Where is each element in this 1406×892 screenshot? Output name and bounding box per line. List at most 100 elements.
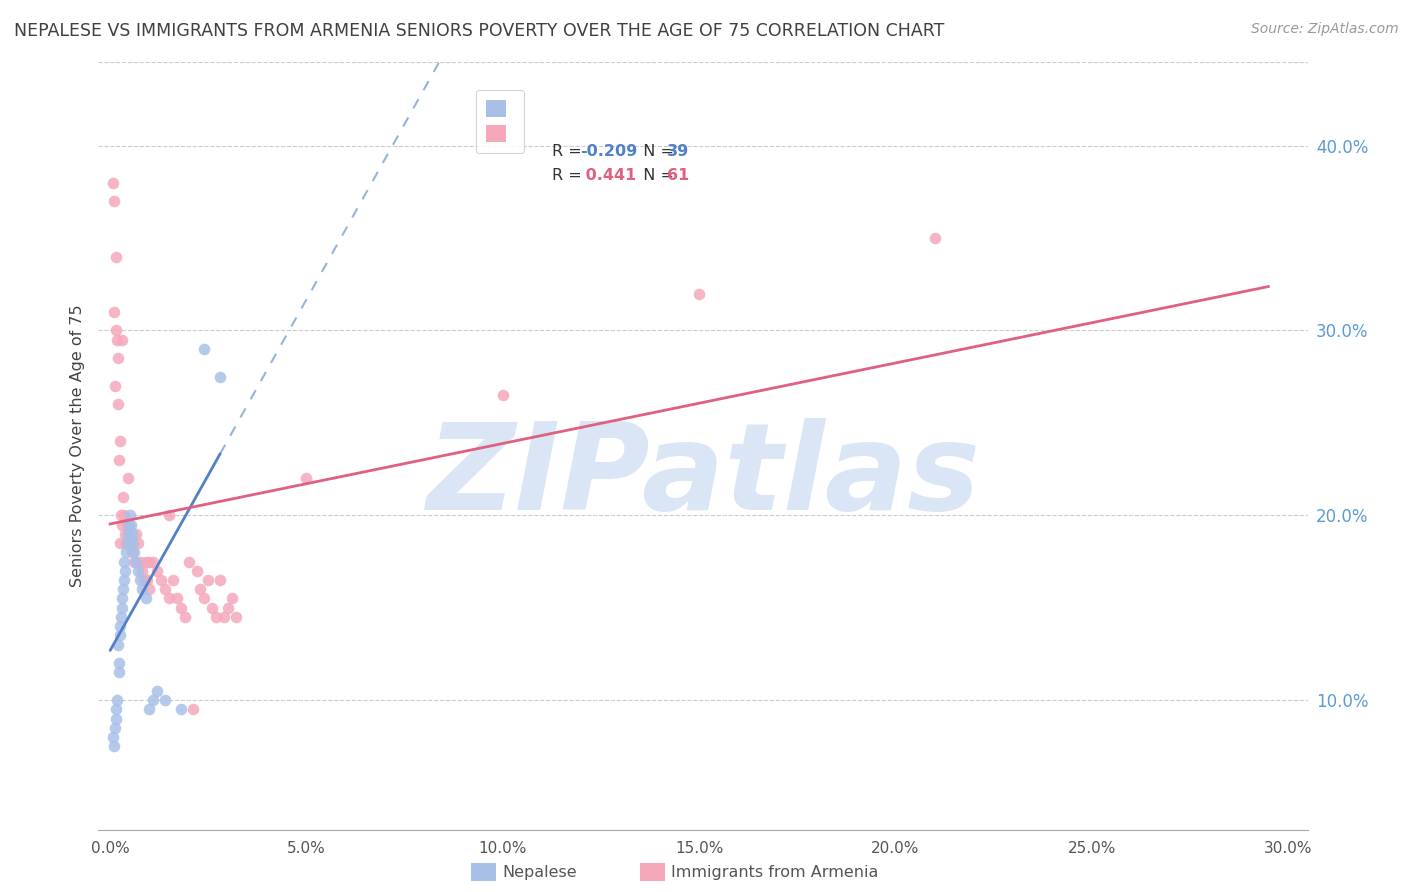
Point	[190, 582, 212, 597]
Y-axis label: Seniors Poverty Over the Age of 75: Seniors Poverty Over the Age of 75	[69, 305, 84, 587]
Point	[142, 693, 165, 707]
Point	[170, 702, 193, 716]
Point	[131, 564, 153, 578]
Point	[115, 517, 138, 532]
Point	[128, 573, 150, 587]
Point	[103, 305, 125, 319]
Point	[193, 342, 215, 356]
Text: ZIPatlas: ZIPatlas	[426, 418, 980, 535]
Point	[492, 388, 515, 402]
Point	[108, 434, 131, 449]
Point	[138, 702, 160, 716]
Point	[115, 545, 138, 559]
Point	[122, 536, 145, 550]
Point	[295, 471, 318, 485]
Text: R =: R =	[551, 145, 586, 159]
Point	[688, 286, 710, 301]
Point	[112, 508, 135, 523]
Point	[105, 323, 128, 337]
Point	[111, 490, 134, 504]
Text: 39: 39	[666, 145, 689, 159]
Point	[105, 250, 128, 264]
Text: R =: R =	[551, 169, 586, 183]
Point	[127, 536, 149, 550]
Point	[128, 555, 150, 569]
Point	[201, 600, 224, 615]
Point	[157, 591, 180, 606]
Point	[105, 702, 128, 716]
Point	[108, 656, 131, 670]
Point	[121, 526, 143, 541]
Point	[146, 684, 169, 698]
Text: 0.441: 0.441	[579, 169, 636, 183]
Text: Nepalese: Nepalese	[502, 865, 576, 880]
Point	[197, 573, 219, 587]
Point	[103, 739, 125, 754]
Point	[209, 573, 232, 587]
Point	[157, 508, 180, 523]
Text: -0.209: -0.209	[579, 145, 637, 159]
Point	[103, 730, 125, 744]
Point	[108, 619, 131, 633]
Point	[105, 712, 128, 726]
Point	[111, 582, 134, 597]
Point	[111, 591, 134, 606]
Point	[117, 526, 139, 541]
Point	[142, 555, 165, 569]
Point	[115, 536, 138, 550]
Point	[118, 536, 141, 550]
Point	[924, 231, 946, 245]
Point	[205, 610, 228, 624]
Point	[121, 545, 143, 559]
Point	[217, 600, 239, 615]
Point	[107, 351, 129, 366]
Point	[118, 526, 141, 541]
Point	[153, 693, 176, 707]
Point	[125, 526, 148, 541]
Point	[132, 573, 155, 587]
Point	[110, 508, 132, 523]
Point	[170, 600, 193, 615]
Text: NEPALESE VS IMMIGRANTS FROM ARMENIA SENIORS POVERTY OVER THE AGE OF 75 CORRELATI: NEPALESE VS IMMIGRANTS FROM ARMENIA SENI…	[14, 22, 945, 40]
Point	[118, 508, 141, 523]
Point	[115, 536, 138, 550]
Point	[104, 379, 127, 393]
Point	[162, 573, 184, 587]
Point	[135, 591, 157, 606]
Point	[122, 545, 145, 559]
Point	[209, 369, 232, 384]
Point	[138, 582, 160, 597]
Point	[108, 628, 131, 642]
Point	[112, 573, 135, 587]
Point	[186, 564, 208, 578]
Point	[103, 176, 125, 190]
Point	[114, 564, 136, 578]
Text: N =: N =	[633, 169, 679, 183]
Point	[103, 194, 125, 208]
Point	[181, 702, 204, 716]
Point	[153, 582, 176, 597]
Text: Immigrants from Armenia: Immigrants from Armenia	[671, 865, 877, 880]
Point	[225, 610, 247, 624]
Point	[138, 555, 160, 569]
Point	[173, 610, 195, 624]
Point	[150, 573, 173, 587]
Point	[118, 517, 141, 532]
Point	[136, 573, 159, 587]
Point	[110, 610, 132, 624]
Text: Source: ZipAtlas.com: Source: ZipAtlas.com	[1251, 22, 1399, 37]
Point	[111, 517, 134, 532]
Point	[120, 517, 142, 532]
Point	[127, 564, 149, 578]
Point	[107, 638, 129, 652]
Point	[114, 526, 136, 541]
Point	[146, 564, 169, 578]
Point	[105, 693, 128, 707]
Point	[108, 453, 131, 467]
Text: N =: N =	[633, 145, 679, 159]
Point	[212, 610, 235, 624]
Point	[108, 536, 131, 550]
Point	[108, 665, 131, 680]
Point	[122, 555, 145, 569]
Point	[117, 471, 139, 485]
